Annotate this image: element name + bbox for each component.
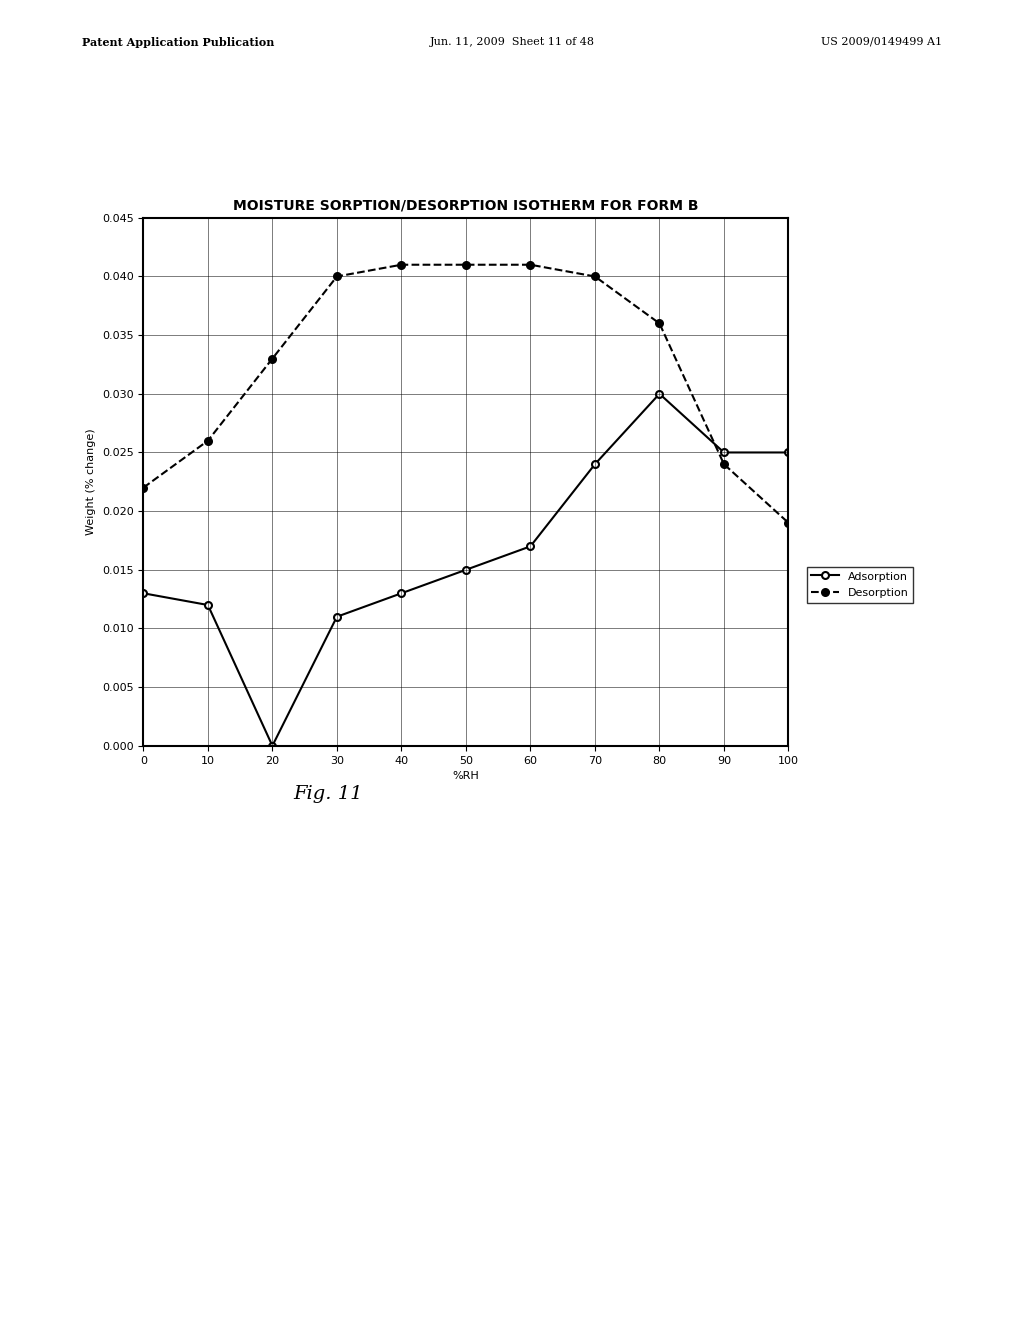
Legend: Adsorption, Desorption: Adsorption, Desorption <box>807 566 913 602</box>
Adsorption <box>653 385 666 401</box>
X-axis label: %RH: %RH <box>453 771 479 781</box>
Desorption <box>331 268 343 284</box>
Adsorption <box>782 445 795 461</box>
Text: Fig. 11: Fig. 11 <box>293 785 362 804</box>
Line: Desorption: Desorption <box>140 261 792 527</box>
Adsorption <box>202 597 214 612</box>
Adsorption <box>137 585 150 601</box>
Desorption <box>266 351 279 367</box>
Desorption <box>460 257 472 273</box>
Desorption <box>653 315 666 331</box>
Y-axis label: Weight (% change): Weight (% change) <box>86 429 96 535</box>
Desorption <box>137 479 150 495</box>
Desorption <box>718 457 730 473</box>
Text: Jun. 11, 2009  Sheet 11 of 48: Jun. 11, 2009 Sheet 11 of 48 <box>429 37 595 48</box>
Adsorption <box>718 445 730 461</box>
Adsorption <box>395 585 408 601</box>
Adsorption <box>266 738 279 754</box>
Text: Patent Application Publication: Patent Application Publication <box>82 37 274 48</box>
Desorption <box>202 433 214 449</box>
Adsorption <box>331 609 343 624</box>
Adsorption <box>460 562 472 578</box>
Desorption <box>782 515 795 531</box>
Text: US 2009/0149499 A1: US 2009/0149499 A1 <box>821 37 942 48</box>
Title: MOISTURE SORPTION/DESORPTION ISOTHERM FOR FORM B: MOISTURE SORPTION/DESORPTION ISOTHERM FO… <box>233 198 698 213</box>
Adsorption <box>589 457 601 473</box>
Desorption <box>395 257 408 273</box>
Desorption <box>524 257 537 273</box>
Adsorption <box>524 539 537 554</box>
Desorption <box>589 268 601 284</box>
Line: Adsorption: Adsorption <box>140 391 792 750</box>
